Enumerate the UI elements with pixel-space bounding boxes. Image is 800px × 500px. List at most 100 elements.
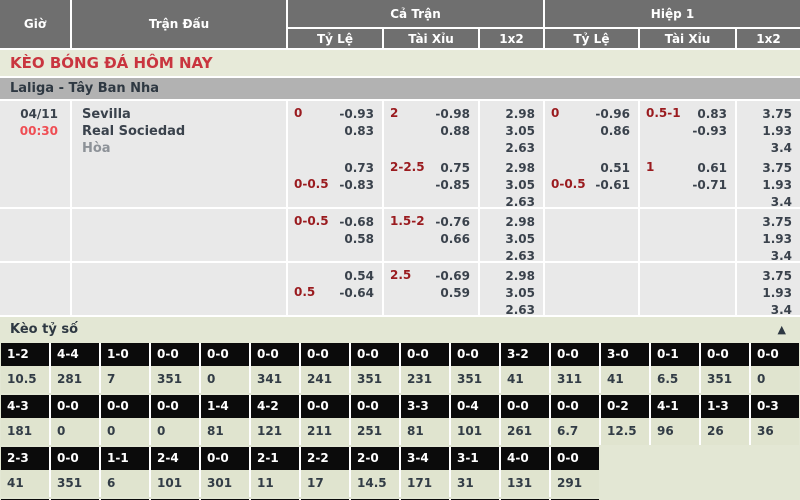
score-odds-cell[interactable]: 0-2 12.5 [601, 395, 649, 445]
score-odds-cell[interactable]: 3-3 81 [401, 395, 449, 445]
ft-1x2-cell[interactable]: 2.98 3.05 2.63 [480, 263, 543, 317]
score-odds-cell[interactable]: 1-3 26 [701, 395, 749, 445]
score-odds-cell[interactable]: 0-0 351 [151, 343, 199, 393]
score-odds-cell[interactable]: 0-0 351 [51, 447, 99, 497]
score-row: 4-3 181 0-0 0 0-0 0 0-0 0 1-4 81 4-2 121 0-0 211 0-0 25… [1, 395, 799, 445]
score-odds-cell[interactable]: 4-4 281 [51, 343, 99, 393]
score-odds-cell[interactable]: 0-0 0 [151, 395, 199, 445]
score-odds-cell[interactable]: 3-0 41 [601, 343, 649, 393]
score-odds-value: 351 [51, 470, 99, 497]
score-odds-cell[interactable]: 0-0 261 [501, 395, 549, 445]
score-odds-cell[interactable]: 0-0 0 [51, 395, 99, 445]
score-odds-cell[interactable]: 0-0 291 [551, 447, 599, 497]
score-odds-cell[interactable]: 4-3 181 [1, 395, 49, 445]
score-odds-cell[interactable]: 3-4 171 [401, 447, 449, 497]
score-odds-value: 41 [501, 366, 549, 393]
odds-row: 04/11 00:30 Sevilla Real Sociedad Hòa 0 -0.93 0… [0, 101, 800, 157]
handicap-label: 0-0.5 [551, 177, 586, 191]
h1-1x2-cell[interactable]: 3.75 1.93 3.4 [737, 101, 800, 157]
score-odds-cell[interactable]: 0-0 6.7 [551, 395, 599, 445]
score-odds-cell[interactable]: 1-0 7 [101, 343, 149, 393]
odds-values: 2.98 3.05 2.63 [505, 160, 535, 211]
score-odds-cell[interactable]: 0-0 211 [301, 395, 349, 445]
odds-value-top: -0.69 [435, 269, 470, 283]
score-section-header: Kèo tỷ số ▲ [0, 317, 800, 343]
odds-value-top: 0.61 [697, 161, 727, 175]
ft-handicap-cell[interactable]: 0-0.5 0.73 -0.83 [288, 155, 382, 207]
score-label: 1-4 [201, 395, 249, 418]
ft-handicap-cell[interactable]: 0.5 0.54 -0.64 [288, 263, 382, 315]
time-cell [0, 209, 70, 261]
score-odds-cell[interactable]: 0-0 341 [251, 343, 299, 393]
h1-1x2-cell[interactable]: 3.75 1.93 3.4 [737, 155, 800, 209]
ft-handicap-cell[interactable]: 0-0.5 -0.68 0.58 [288, 209, 382, 261]
match-cell [72, 209, 286, 261]
score-odds-cell[interactable]: 3-2 41 [501, 343, 549, 393]
score-odds-value: 6.7 [551, 418, 599, 445]
score-odds-cell[interactable]: 1-1 6 [101, 447, 149, 497]
score-odds-cell[interactable]: 0-0 0 [751, 343, 799, 393]
score-odds-cell[interactable]: 0-0 311 [551, 343, 599, 393]
h1-over-under-cell[interactable]: 1 0.61 -0.71 [640, 155, 735, 207]
odds-value-top: 0.73 [344, 161, 374, 175]
score-odds-cell[interactable]: 4-0 131 [501, 447, 549, 497]
score-odds-cell[interactable]: 2-2 17 [301, 447, 349, 497]
score-label: 0-0 [151, 343, 199, 366]
h1-handicap-cell[interactable]: 0 -0.96 0.86 [545, 101, 638, 157]
score-odds-cell[interactable]: 4-1 96 [651, 395, 699, 445]
score-odds-cell[interactable]: 0-4 101 [451, 395, 499, 445]
score-label: 0-0 [151, 395, 199, 418]
score-odds-cell[interactable]: 0-0 0 [201, 343, 249, 393]
odds-value-bottom: -0.85 [435, 178, 470, 192]
score-odds-cell[interactable]: 0-0 351 [701, 343, 749, 393]
score-odds-cell[interactable]: 2-0 14.5 [351, 447, 399, 497]
score-odds-value: 0 [101, 418, 149, 445]
score-odds-cell[interactable]: 0-3 36 [751, 395, 799, 445]
score-label: 1-2 [1, 343, 49, 366]
score-label: 3-4 [401, 447, 449, 470]
collapse-arrow-icon[interactable]: ▲ [777, 323, 786, 336]
ft-over-under-cell[interactable]: 1.5-2 -0.76 0.66 [384, 209, 478, 261]
score-odds-cell[interactable]: 0-0 301 [201, 447, 249, 497]
ft-1x2-cell[interactable]: 2.98 3.05 2.63 [480, 101, 543, 157]
odds-value-bottom: 0.86 [600, 124, 630, 138]
score-odds-cell[interactable]: 0-0 241 [301, 343, 349, 393]
ft-over-under-cell[interactable]: 2.5 -0.69 0.59 [384, 263, 478, 315]
handicap-label: 0-0.5 [294, 214, 329, 228]
h1-1x2-cell[interactable]: 3.75 1.93 3.4 [737, 263, 800, 317]
score-label: 3-0 [601, 343, 649, 366]
1x2-value: 3.05 [505, 232, 535, 246]
score-label: 0-0 [351, 343, 399, 366]
score-odds-value: 7 [101, 366, 149, 393]
odds-values: -0.68 0.58 [339, 214, 374, 248]
score-odds-value: 131 [501, 470, 549, 497]
ft-1x2-cell[interactable]: 2.98 3.05 2.63 [480, 155, 543, 209]
h1-over-under-cell[interactable]: 0.5-1 0.83 -0.93 [640, 101, 735, 157]
score-odds-value: 0 [51, 418, 99, 445]
score-odds-value: 251 [351, 418, 399, 445]
score-odds-cell[interactable]: 2-3 41 [1, 447, 49, 497]
score-odds-cell[interactable]: 2-1 11 [251, 447, 299, 497]
score-odds-cell[interactable]: 0-0 351 [451, 343, 499, 393]
ft-handicap-cell[interactable]: 0 -0.93 0.83 [288, 101, 382, 157]
score-odds-cell[interactable]: 2-4 101 [151, 447, 199, 497]
score-odds-cell[interactable]: 0-0 351 [351, 343, 399, 393]
score-odds-cell[interactable]: 0-0 251 [351, 395, 399, 445]
ft-over-under-cell[interactable]: 2-2.5 0.75 -0.85 [384, 155, 478, 207]
score-row: 1-2 10.5 4-4 281 1-0 7 0-0 351 0-0 0 0-0 341 0-0 241 0… [1, 343, 799, 393]
ft-over-under-cell[interactable]: 2 -0.98 0.88 [384, 101, 478, 157]
score-odds-cell[interactable]: 1-2 10.5 [1, 343, 49, 393]
score-odds-cell[interactable]: 3-1 31 [451, 447, 499, 497]
ft-1x2-cell[interactable]: 2.98 3.05 2.63 [480, 209, 543, 263]
h1-handicap-cell[interactable]: 0-0.5 0.51 -0.61 [545, 155, 638, 207]
score-odds-cell[interactable]: 0-1 6.5 [651, 343, 699, 393]
odds-value-bottom: 0.88 [440, 124, 470, 138]
score-odds-cell[interactable]: 0-0 231 [401, 343, 449, 393]
1x2-value: 2.63 [505, 141, 535, 155]
odds-values: 0.51 -0.61 [595, 160, 630, 194]
score-odds-cell[interactable]: 4-2 121 [251, 395, 299, 445]
score-odds-cell[interactable]: 1-4 81 [201, 395, 249, 445]
1x2-value: 2.98 [505, 161, 535, 175]
score-odds-cell[interactable]: 0-0 0 [101, 395, 149, 445]
h1-1x2-cell[interactable]: 3.75 1.93 3.4 [737, 209, 800, 263]
